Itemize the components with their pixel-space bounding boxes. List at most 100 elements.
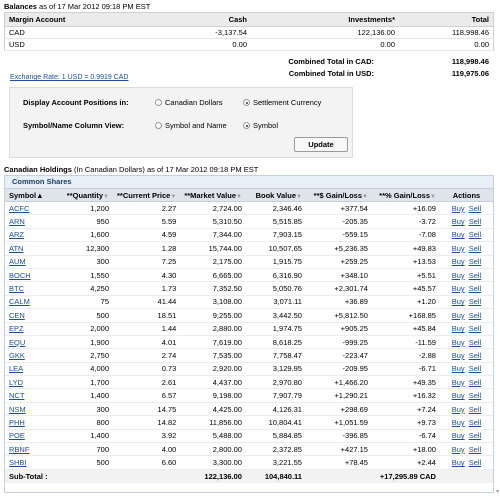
sell-link[interactable]: Sell	[468, 350, 482, 360]
holding-row: ATN 12,300 1.28 15,744.00 10,507.65 +5,236.35…	[5, 241, 493, 256]
value-cell: 1,200	[53, 201, 113, 216]
sell-link[interactable]: Sell	[468, 297, 482, 307]
symbol-cell: GKK	[5, 348, 53, 363]
symbol-link[interactable]: AUM	[9, 257, 26, 267]
symbol-link[interactable]: CEN	[9, 310, 25, 320]
buy-link[interactable]: Buy	[451, 364, 465, 374]
symbol-link[interactable]: EPZ	[9, 324, 24, 334]
sell-link[interactable]: Sell	[468, 324, 482, 334]
sell-link[interactable]: Sell	[468, 310, 482, 320]
radio-symbol[interactable]: Symbol	[243, 121, 278, 130]
sell-link[interactable]: Sell	[468, 217, 482, 227]
buy-link[interactable]: Buy	[451, 417, 465, 427]
value-cell: -559.15	[305, 228, 372, 243]
buy-link[interactable]: Buy	[451, 350, 465, 360]
symbol-link[interactable]: PHH	[9, 417, 25, 427]
col-quantity[interactable]: **Quantity▼	[53, 189, 113, 202]
sell-link[interactable]: Sell	[468, 270, 482, 280]
buy-link[interactable]: Buy	[451, 431, 465, 441]
symbol-link[interactable]: GKK	[9, 350, 25, 360]
buy-link[interactable]: Buy	[451, 230, 465, 240]
holding-row: LYD 1,700 2.61 4,437.00 2,970.80 +1,466.20 +49…	[5, 375, 493, 390]
buy-link[interactable]: Buy	[451, 217, 465, 227]
value-cell: 2.61	[113, 375, 181, 390]
symbol-link[interactable]: NCT	[9, 391, 25, 401]
sell-link[interactable]: Sell	[468, 404, 482, 414]
symbol-link[interactable]: POE	[9, 431, 25, 441]
buy-link[interactable]: Buy	[451, 297, 465, 307]
sell-link[interactable]: Sell	[468, 257, 482, 267]
buy-link[interactable]: Buy	[451, 391, 465, 401]
value-cell: +348.10	[305, 268, 372, 283]
balance-row-cad: CAD -3,137.54 122,136.00 118,998.46	[4, 26, 494, 39]
value-cell: 500	[53, 455, 113, 470]
holdings-title-line: Canadian Holdings (In Canadian Dollars) …	[4, 165, 258, 174]
symbol-link[interactable]: EQU	[9, 337, 26, 347]
symbol-link[interactable]: BTC	[9, 284, 24, 294]
symbol-link[interactable]: ATN	[9, 243, 24, 253]
value-cell: 75	[53, 295, 113, 310]
exchange-rate-link[interactable]: Exchange Rate: 1 USD = 0.9919 CAD	[10, 74, 129, 81]
update-button[interactable]: Update	[294, 137, 348, 152]
sell-link[interactable]: Sell	[468, 458, 482, 468]
sell-link[interactable]: Sell	[468, 243, 482, 253]
buy-link[interactable]: Buy	[451, 324, 465, 334]
sell-link[interactable]: Sell	[468, 417, 482, 427]
radio-settlement-currency[interactable]: Settlement Currency	[243, 98, 321, 107]
sell-link[interactable]: Sell	[468, 391, 482, 401]
col-current-price[interactable]: **Current Price▼	[113, 189, 181, 202]
buy-link[interactable]: Buy	[451, 444, 465, 454]
actions-cell: Buy Sell	[439, 442, 493, 457]
holding-row: ACFC 1,200 2.27 2,724.00 2,346.46 +377.54 +16.…	[5, 201, 493, 216]
value-cell: 2,880.00	[180, 322, 246, 336]
buy-link[interactable]: Buy	[451, 458, 465, 468]
sell-link[interactable]: Sell	[468, 230, 482, 240]
buy-link[interactable]: Buy	[451, 404, 465, 414]
symbol-link[interactable]: ACFC	[9, 203, 30, 213]
symbol-link[interactable]: LEA	[9, 364, 24, 374]
sell-link[interactable]: Sell	[468, 364, 482, 374]
value-cell: 1,974.75	[245, 322, 306, 336]
actions-cell: Buy Sell	[439, 228, 493, 243]
symbol-link[interactable]: SHBI	[9, 458, 27, 468]
sell-link[interactable]: Sell	[468, 431, 482, 441]
symbol-link[interactable]: BOCH	[9, 270, 31, 280]
sell-link[interactable]: Sell	[468, 444, 482, 454]
value-cell: +45.84	[371, 322, 440, 336]
symbol-cell: NCT	[5, 388, 53, 403]
sell-link[interactable]: Sell	[468, 203, 482, 213]
symbol-link[interactable]: RBNF	[9, 444, 30, 454]
buy-link[interactable]: Buy	[451, 284, 465, 294]
buy-link[interactable]: Buy	[451, 377, 465, 387]
buy-link[interactable]: Buy	[451, 337, 465, 347]
sell-link[interactable]: Sell	[468, 284, 482, 294]
col-cash: Cash	[153, 12, 251, 27]
sell-link[interactable]: Sell	[468, 337, 482, 347]
combined-cad-label: Combined Total in CAD:	[288, 57, 374, 66]
col-symbol[interactable]: Symbol▲	[5, 189, 53, 202]
symbol-link[interactable]: CALM	[9, 297, 30, 307]
col-investments: Investments*	[251, 12, 399, 27]
symbol-link[interactable]: ARZ	[9, 230, 24, 240]
symbol-cell: ARZ	[5, 228, 53, 243]
balances-title-line: Balances as of 17 Mar 2012 09:18 PM EST	[4, 2, 150, 11]
symbol-link[interactable]: ARN	[9, 217, 25, 227]
col-market-value[interactable]: **Market Value▼	[180, 189, 246, 202]
col-percent-gain[interactable]: **% Gain/Loss▼	[371, 189, 440, 202]
buy-link[interactable]: Buy	[451, 203, 465, 213]
value-cell: 5,884.85	[245, 429, 306, 444]
col-dollar-gain[interactable]: **$ Gain/Loss▼	[305, 189, 372, 202]
col-book-value[interactable]: Book Value▼	[245, 189, 306, 202]
scroll-marker-icon: ▾	[496, 489, 500, 495]
symbol-link[interactable]: NSM	[9, 404, 26, 414]
buy-link[interactable]: Buy	[451, 243, 465, 253]
actions-cell: Buy Sell	[439, 348, 493, 363]
radio-canadian-dollars[interactable]: Canadian Dollars	[155, 98, 223, 107]
buy-link[interactable]: Buy	[451, 310, 465, 320]
sell-link[interactable]: Sell	[468, 377, 482, 387]
symbol-link[interactable]: LYD	[9, 377, 24, 387]
buy-link[interactable]: Buy	[451, 257, 465, 267]
value-cell: +36.89	[305, 295, 372, 310]
radio-symbol-and-name[interactable]: Symbol and Name	[155, 121, 227, 130]
buy-link[interactable]: Buy	[451, 270, 465, 280]
